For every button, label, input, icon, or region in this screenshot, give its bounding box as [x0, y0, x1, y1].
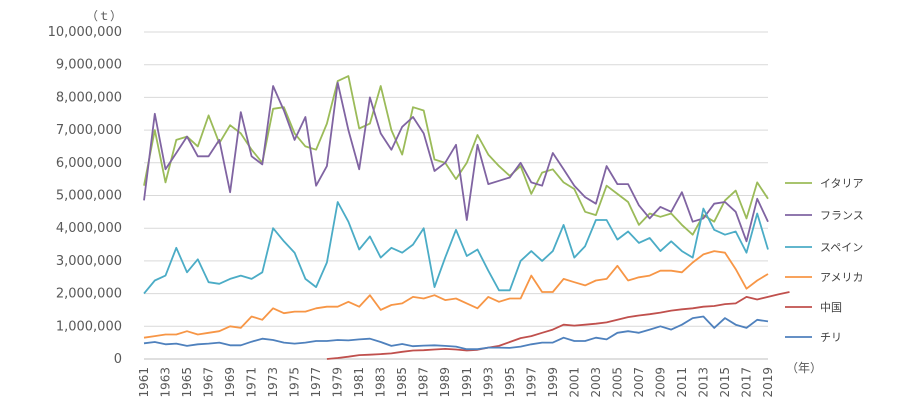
x-tick-label: 1991: [460, 367, 474, 398]
x-tick-label: 1999: [546, 367, 560, 398]
x-tick-label: 2001: [567, 367, 581, 398]
x-tick-label: 1965: [180, 367, 194, 398]
legend-label: アメリカ: [820, 271, 863, 284]
x-tick-label: 1985: [395, 367, 409, 398]
series-line-中国: [326, 291, 790, 360]
x-tick-label: 1967: [202, 367, 216, 398]
x-tick-label: 2007: [632, 367, 646, 398]
x-tick-label: 1989: [438, 367, 452, 398]
x-tick-label: 1993: [481, 367, 495, 398]
x-tick-label: 2003: [589, 367, 603, 398]
series-line-チリ: [143, 315, 769, 351]
y-tick-label: 3,000,000: [56, 254, 122, 269]
x-tick-label: 2005: [610, 367, 624, 398]
y-tick-label: 2,000,000: [56, 287, 122, 302]
x-tick-label: 1987: [417, 367, 431, 398]
y-tick-label: 6,000,000: [56, 156, 122, 171]
series-lines: [143, 75, 790, 360]
x-tick-label: 1977: [309, 367, 323, 398]
x-tick-label: 2011: [675, 367, 689, 398]
x-tick-label: 1961: [137, 367, 151, 398]
x-tick-label: 2013: [696, 367, 710, 398]
y-tick-label: 8,000,000: [56, 90, 122, 105]
series-line-スペイン: [143, 201, 769, 295]
series-line-フランス: [143, 81, 769, 243]
x-tick-label: 1981: [352, 367, 366, 398]
y-tick-label: 9,000,000: [56, 58, 122, 73]
x-tick-label: 1995: [503, 367, 517, 398]
x-tick-label: 1983: [374, 367, 388, 398]
x-tick-label: 1979: [331, 367, 345, 398]
y-tick-label: 10,000,000: [48, 25, 122, 40]
y-unit-label: （ｔ）: [86, 9, 122, 23]
x-tick-label: 2009: [653, 367, 667, 398]
x-tick-label: 2015: [718, 367, 732, 398]
x-tick-label: 1973: [266, 367, 280, 398]
legend-label: 中国: [820, 301, 842, 314]
x-axis-ticks: 1961 1963 1965 1967 1969 1971 1973 1975 1977 1979…: [137, 367, 775, 398]
x-tick-label: 2017: [739, 367, 753, 398]
y-tick-label: 0: [114, 352, 122, 367]
y-tick-label: 4,000,000: [56, 221, 122, 236]
y-tick-label: 7,000,000: [56, 123, 122, 138]
legend-label: チリ: [820, 331, 842, 344]
x-unit-label: （年）: [786, 361, 822, 375]
x-tick-label: 1975: [288, 367, 302, 398]
legend-label: フランス: [820, 209, 864, 222]
y-axis-ticks: 0 1,000,000 2,000,000 3,000,000 4,000,000 5,0…: [48, 25, 122, 367]
series-line-アメリカ: [143, 250, 769, 339]
legend-label: スペイン: [820, 241, 863, 254]
x-tick-label: 1997: [524, 367, 538, 398]
x-tick-label: 1969: [223, 367, 237, 398]
x-tick-label: 1963: [159, 367, 173, 398]
gridlines: [144, 31, 768, 360]
x-tick-label: 1971: [245, 367, 259, 398]
y-tick-label: 1,000,000: [56, 319, 122, 334]
legend-label: イタリア: [820, 177, 864, 190]
series-line-イタリア: [143, 75, 769, 236]
x-tick-label: 2019: [761, 367, 775, 398]
y-tick-label: 5,000,000: [56, 189, 122, 204]
